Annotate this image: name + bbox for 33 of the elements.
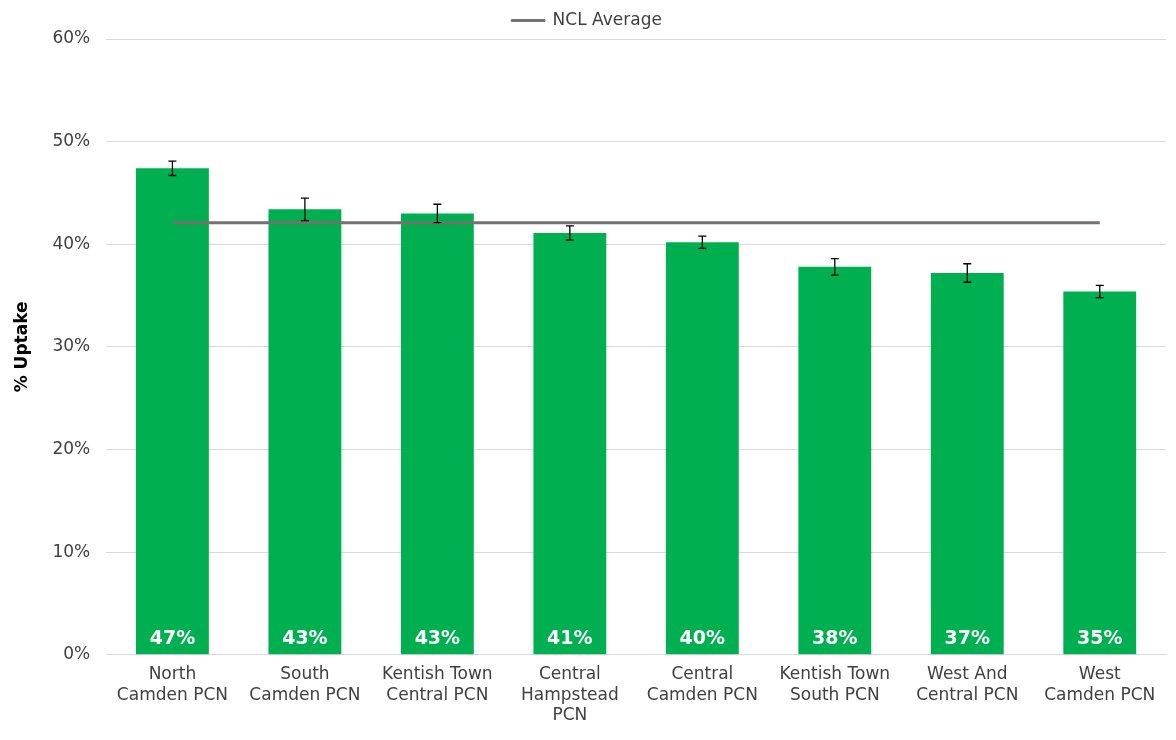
y-tick-label: 50% [52,130,91,151]
x-tick-label: West And Central PCN [916,663,1019,704]
bar [135,168,209,655]
x-tick-label: South Camden PCN [249,663,361,704]
y-axis-title: % Uptake [10,301,31,393]
x-tick-label: Kentish Town South PCN [779,663,891,704]
y-tick-label: 30% [52,335,91,356]
bar [1063,291,1137,655]
data-label: 43% [414,626,461,649]
data-label: 38% [812,626,858,649]
y-tick-label: 10% [52,540,91,561]
bar [798,266,872,655]
x-tick-label: North Camden PCN [116,663,228,704]
y-tick-label: 0% [63,643,91,664]
x-tick-label: Central Camden PCN [646,663,758,704]
y-tick-label: 20% [52,437,91,458]
data-label: 43% [282,626,328,649]
x-tick-label: Kentish Town Central PCN [382,663,493,704]
y-tick-label: 40% [52,232,91,253]
bar [400,213,474,655]
legend-label: NCL Average [552,8,662,29]
data-label: 35% [1077,626,1123,649]
bar [930,273,1004,655]
bar [268,209,342,655]
data-label: 41% [547,626,593,649]
y-tick-label: 60% [52,27,91,48]
bar [533,232,607,655]
x-tick-label: Central Hampstead PCN [520,663,619,725]
x-tick-label: West Camden PCN [1044,663,1156,704]
bar [665,242,739,655]
data-label: 37% [944,626,991,649]
data-label: 40% [679,626,726,649]
data-label: 47% [149,626,196,649]
